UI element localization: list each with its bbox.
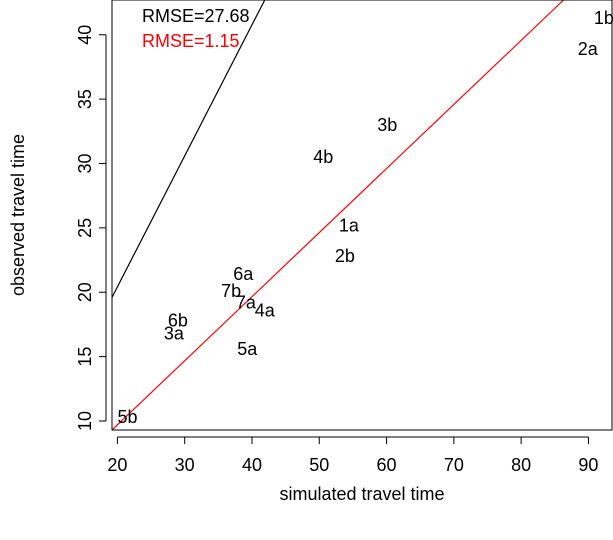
y-tick-label: 25 bbox=[75, 218, 95, 238]
rmse-annotation: RMSE=27.68 bbox=[142, 6, 250, 26]
fit-lines bbox=[112, 0, 564, 430]
x-axis: 20 30 40 50 60 70 80 90 bbox=[107, 436, 598, 475]
point-label-7a: 7a bbox=[236, 293, 257, 313]
point-label-1b: 1b bbox=[594, 8, 613, 28]
y-tick-label: 20 bbox=[75, 282, 95, 302]
x-tick-label: 80 bbox=[511, 455, 531, 475]
fit-line bbox=[112, 0, 564, 430]
point-label-5a: 5a bbox=[237, 339, 258, 359]
point-label-3a: 3a bbox=[164, 323, 185, 343]
y-tick-label: 10 bbox=[75, 411, 95, 431]
rmse-annotation: RMSE=1.15 bbox=[142, 31, 240, 51]
y-tick-label: 35 bbox=[75, 89, 95, 109]
y-axis-title: observed travel time bbox=[8, 134, 28, 296]
point-label-3b: 3b bbox=[377, 115, 397, 135]
x-tick-label: 90 bbox=[578, 455, 598, 475]
plot-frame bbox=[111, 0, 613, 431]
x-tick-label: 60 bbox=[377, 455, 397, 475]
x-tick-label: 50 bbox=[309, 455, 329, 475]
point-label-2b: 2b bbox=[335, 246, 355, 266]
point-label-5b: 5b bbox=[117, 407, 137, 427]
point-label-6a: 6a bbox=[233, 264, 254, 284]
x-tick-label: 30 bbox=[175, 455, 195, 475]
y-tick-label: 40 bbox=[75, 25, 95, 45]
point-label-4a: 4a bbox=[255, 300, 276, 320]
y-tick-label: 15 bbox=[75, 347, 95, 367]
point-label-4b: 4b bbox=[313, 147, 333, 167]
x-tick-label: 70 bbox=[444, 455, 464, 475]
x-tick-label: 20 bbox=[107, 455, 127, 475]
y-axis: 10 15 20 25 30 35 40 bbox=[75, 25, 107, 431]
point-label-7b: 7b bbox=[221, 281, 241, 301]
annotations: RMSE=27.68 RMSE=1.15 bbox=[142, 6, 250, 51]
point-label-2a: 2a bbox=[578, 39, 599, 59]
x-tick-label: 40 bbox=[242, 455, 262, 475]
y-tick-label: 30 bbox=[75, 153, 95, 173]
point-label-6b: 6b bbox=[168, 311, 188, 331]
x-axis-title: simulated travel time bbox=[279, 484, 444, 504]
point-label-1a: 1a bbox=[339, 215, 360, 235]
reference-line bbox=[112, 0, 266, 298]
